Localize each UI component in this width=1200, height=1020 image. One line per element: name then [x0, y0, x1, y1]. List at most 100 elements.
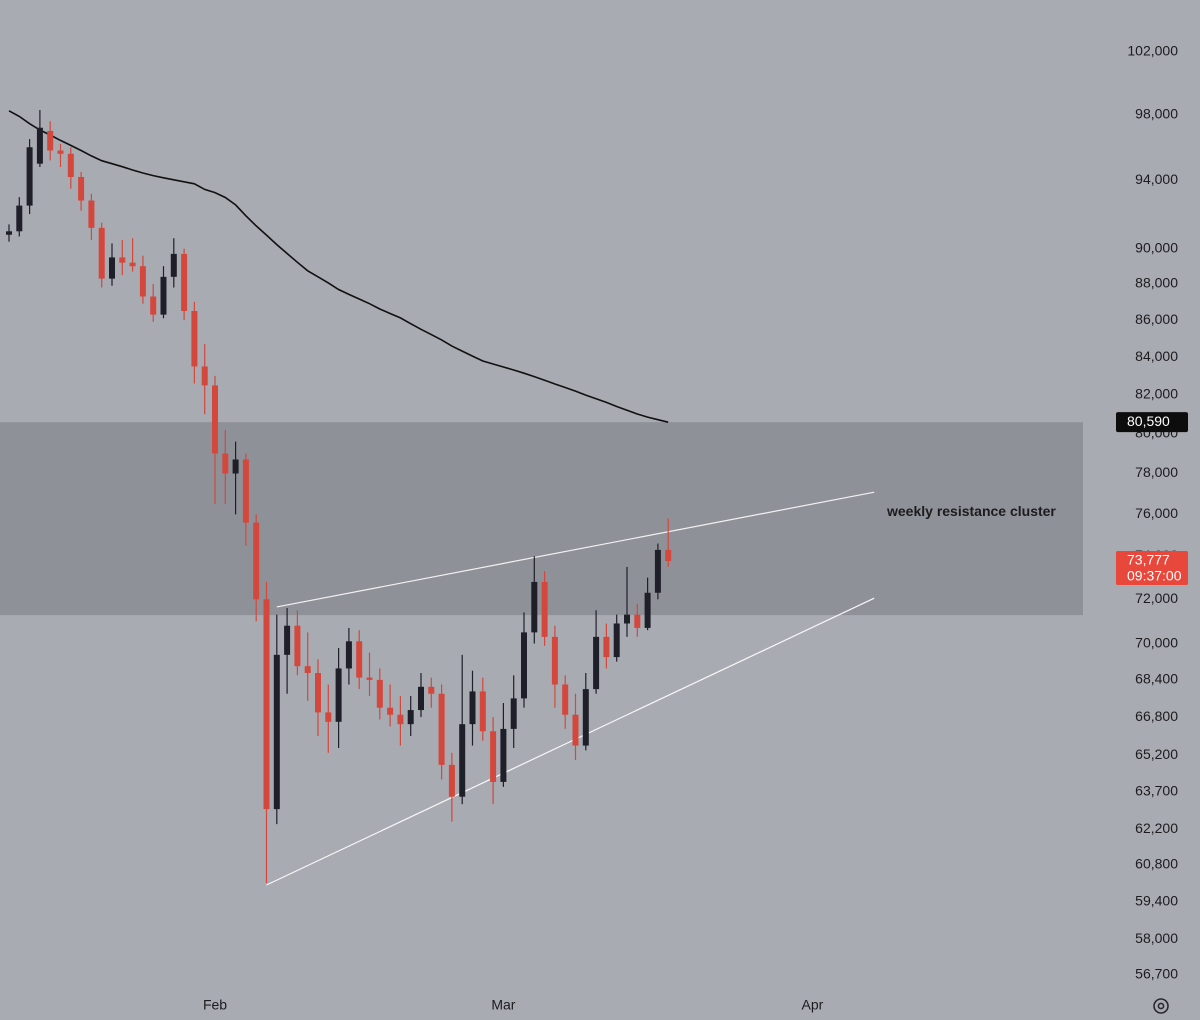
candle-body [469, 691, 476, 725]
candle-body [6, 231, 12, 235]
price-badge-label: 80,590 [1127, 413, 1170, 429]
candle-body [191, 310, 198, 367]
y-tick-label: 82,000 [1135, 386, 1178, 402]
y-tick-label: 84,000 [1135, 348, 1178, 364]
candle-body [459, 724, 466, 797]
candle-body [160, 276, 167, 315]
candle-body [109, 257, 115, 279]
candle-body [654, 549, 661, 593]
candle-body [634, 614, 641, 628]
candle-body [418, 686, 424, 711]
moving-average [8, 110, 669, 423]
y-tick-label: 70,000 [1135, 634, 1178, 650]
candle-body [284, 625, 291, 655]
candle-body [551, 636, 558, 685]
candle-body [593, 636, 600, 690]
candle-body [170, 253, 177, 277]
candle-body [500, 728, 507, 782]
gear-outer[interactable] [1153, 998, 1169, 1014]
candle-body [88, 200, 95, 228]
candle-body [26, 147, 33, 206]
candle-body [36, 127, 43, 164]
trendline [266, 597, 875, 886]
y-tick-label: 63,700 [1135, 782, 1178, 798]
candle-body [304, 666, 311, 674]
candle-body [47, 130, 54, 151]
candle-body [521, 632, 527, 699]
candle-body [490, 731, 497, 782]
candle-body [201, 366, 208, 386]
trendline [276, 491, 875, 608]
y-tick-label: 66,800 [1135, 708, 1178, 724]
y-tick-label: 102,000 [1127, 43, 1178, 59]
candle-body [67, 153, 74, 177]
candle-body [315, 673, 321, 713]
candle-body [438, 693, 445, 765]
settings-icon[interactable] [1153, 998, 1169, 1014]
candle-body [212, 385, 218, 454]
candle-body [242, 459, 249, 523]
candle-body [366, 677, 373, 680]
candle-body [562, 684, 569, 715]
y-tick-label: 59,400 [1135, 892, 1178, 908]
candle-body [376, 679, 383, 708]
candle-body [78, 176, 85, 201]
y-tick-label: 76,000 [1135, 505, 1178, 521]
price-badge-sublabel: 09:37:00 [1127, 568, 1182, 584]
candle-body [325, 712, 332, 722]
y-tick-label: 62,200 [1135, 820, 1178, 836]
candle-body [665, 549, 672, 561]
y-tick-label: 58,000 [1135, 930, 1178, 946]
candle-body [263, 599, 270, 810]
zone-label: weekly resistance cluster [886, 503, 1056, 519]
x-tick-label: Mar [491, 997, 515, 1013]
y-tick-label: 72,000 [1135, 590, 1178, 606]
candle-body [98, 227, 105, 279]
candle-body [345, 641, 352, 669]
y-tick-label: 86,000 [1135, 311, 1178, 327]
candle-body [407, 710, 414, 725]
candle-body [119, 257, 126, 263]
y-tick-label: 68,400 [1135, 671, 1178, 687]
candle-body [603, 636, 610, 658]
candle-body [582, 689, 589, 746]
candle-body [387, 707, 394, 715]
price-badge-label: 73,777 [1127, 552, 1170, 568]
candle-body [541, 581, 548, 637]
y-tick-label: 60,800 [1135, 856, 1178, 872]
y-tick-label: 90,000 [1135, 239, 1178, 255]
y-tick-label: 65,200 [1135, 746, 1178, 762]
candle-body [510, 698, 517, 729]
gear-inner[interactable] [1157, 1002, 1165, 1010]
candle-body [150, 296, 157, 315]
candle-body [613, 623, 620, 658]
candle-body [181, 253, 188, 311]
candle-body [232, 459, 239, 474]
candle-body [222, 453, 229, 474]
resistance-zone [0, 422, 1083, 616]
candle-body [428, 686, 435, 694]
candle-body [531, 581, 538, 633]
candle-body [294, 625, 301, 667]
candle-body [572, 714, 579, 746]
candle-body [479, 691, 486, 732]
y-tick-label: 88,000 [1135, 275, 1178, 291]
candle-body [16, 205, 23, 232]
y-tick-label: 56,700 [1135, 965, 1178, 981]
candle-body [273, 654, 280, 810]
candle-body [57, 150, 64, 154]
y-tick-label: 94,000 [1135, 171, 1178, 187]
y-tick-label: 78,000 [1135, 464, 1178, 480]
y-tick-label: 98,000 [1135, 106, 1178, 122]
candle-body [624, 614, 630, 624]
candle-body [139, 266, 146, 297]
price-badge [1116, 550, 1188, 585]
candle-body [448, 764, 455, 797]
candle-body [335, 668, 342, 722]
candle-body [253, 522, 260, 600]
candle-body [356, 641, 363, 678]
price-badge [1116, 412, 1188, 433]
candle-body [129, 262, 136, 267]
x-tick-label: Apr [802, 997, 824, 1013]
